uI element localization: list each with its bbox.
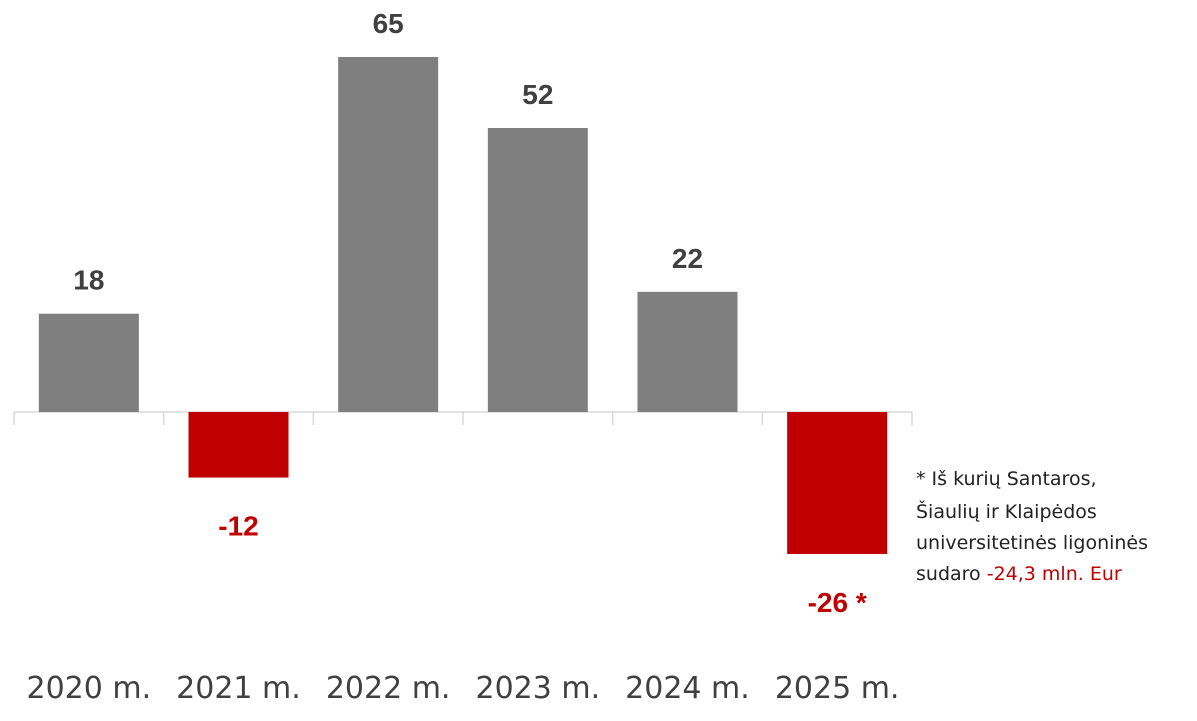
x-tick-label: 2021 m. (176, 671, 301, 706)
data-label: -26 * (808, 587, 867, 618)
bar (787, 412, 888, 554)
annotation-line: Šiaulių ir Klaipėdos (916, 499, 1097, 523)
data-label: 22 (672, 243, 703, 274)
annotation-line: universitetinės ligoninės (916, 532, 1148, 554)
annotation-text: sudaro (916, 563, 981, 585)
annotation-line: sudaro -24,3 mln. Eur (916, 563, 1122, 585)
data-label: 65 (373, 8, 404, 39)
x-tick-label: 2020 m. (27, 671, 152, 706)
x-tick-label: 2023 m. (476, 671, 601, 706)
bar (38, 313, 139, 412)
bar (487, 128, 588, 412)
data-label: 18 (73, 265, 104, 296)
x-tick-label: 2022 m. (326, 671, 451, 706)
bar (188, 412, 289, 478)
bar (338, 57, 439, 412)
x-tick-label: 2025 m. (775, 671, 900, 706)
x-tick-label: 2024 m. (625, 671, 750, 706)
data-label: -12 (218, 511, 258, 542)
annotation-line: * Iš kurių Santaros, (916, 468, 1097, 490)
annotation-highlight: -24,3 mln. Eur (987, 563, 1122, 585)
data-label: 52 (522, 79, 553, 110)
bar (637, 291, 738, 412)
